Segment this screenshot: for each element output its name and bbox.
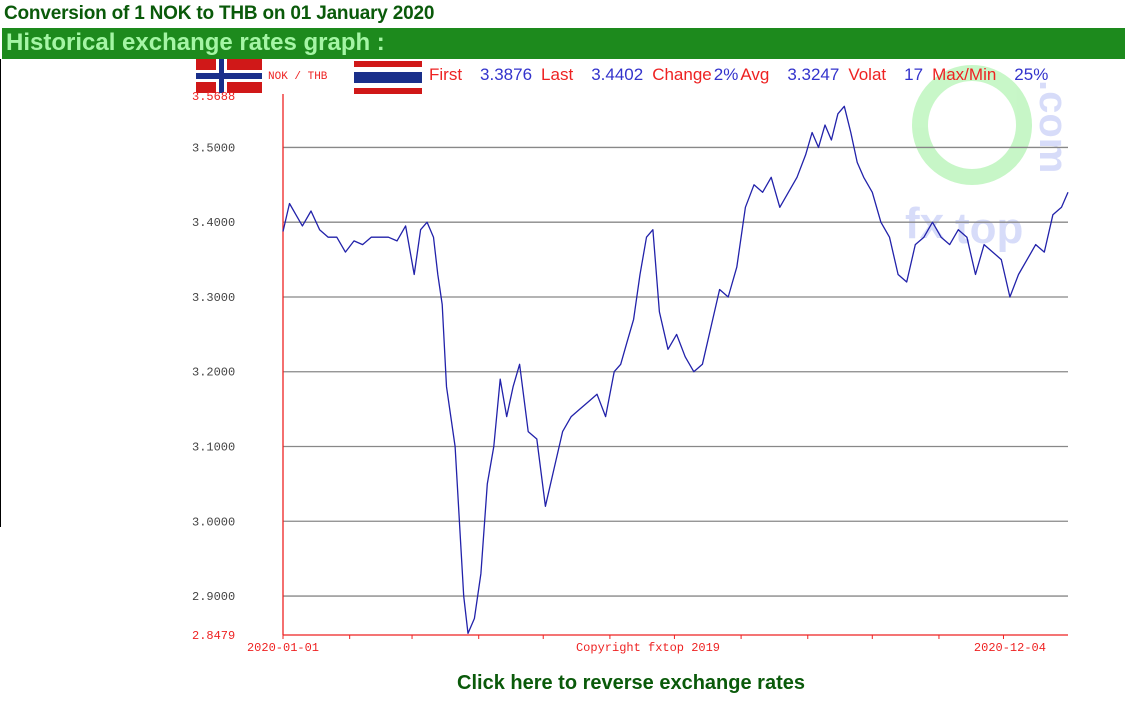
grid xyxy=(283,146,1068,597)
x-tick-label: 2020-01-01 xyxy=(247,641,319,655)
pair-label: NOK / THB xyxy=(268,71,328,83)
y-tick-labels: 3.5688 3.5000 3.4000 3.3000 3.2000 3.1000 3.00… xyxy=(192,90,235,643)
exchange-rate-chart: fx top .com NOK / THB First 3.3876 Last 3.4… xyxy=(192,59,1075,655)
watermark-top-text: top xyxy=(955,204,1023,253)
y-tick-label: 3.5688 xyxy=(192,90,235,104)
norway-flag-icon xyxy=(196,59,262,93)
stat-label: Avg xyxy=(740,65,769,84)
x-tick-label: 2020-12-04 xyxy=(974,641,1046,655)
stat-value: 3.3876 xyxy=(480,65,532,84)
x-tick-labels: 2020-01-01 2020-12-04 Copyright fxtop 2019 xyxy=(247,641,1046,655)
stat-value: 3.3247 xyxy=(787,65,839,84)
y-tick-label: 3.1000 xyxy=(192,441,235,455)
stat-value: 2% xyxy=(714,65,739,84)
stat-label: Max/Min xyxy=(932,65,996,84)
y-tick-label: 3.0000 xyxy=(192,515,235,529)
stat-label: First xyxy=(429,65,462,84)
y-tick-label: 3.5000 xyxy=(192,141,235,155)
legend-header: NOK / THB First 3.3876 Last 3.4402 Change 2% A… xyxy=(196,59,1048,94)
watermark-fx-text: fx xyxy=(905,199,945,248)
y-tick-label: 3.4000 xyxy=(192,216,235,230)
stat-label: Change xyxy=(652,65,712,84)
y-tick-label: 2.9000 xyxy=(192,590,235,604)
page-title: Conversion of 1 NOK to THB on 01 January… xyxy=(4,3,435,24)
series xyxy=(282,105,1069,635)
reverse-rates-link[interactable]: Click here to reverse exchange rates xyxy=(457,672,805,694)
stat-label: Volat xyxy=(848,65,886,84)
left-border xyxy=(0,59,1,527)
stat-value: 25% xyxy=(1014,65,1048,84)
y-tick-label: 3.2000 xyxy=(192,366,235,380)
y-tick-label: 3.3000 xyxy=(192,291,235,305)
stat-value: 17 xyxy=(904,65,923,84)
fxtop-watermark: fx top .com xyxy=(905,65,1075,253)
thailand-flag-icon xyxy=(354,61,422,94)
axes xyxy=(282,94,1068,639)
chart-stats: First 3.3876 Last 3.4402 Change 2% Avg 3.3247 Vo… xyxy=(429,65,1048,84)
series-line xyxy=(282,105,1069,635)
copyright-label: Copyright fxtop 2019 xyxy=(576,641,720,655)
smiley-face-icon xyxy=(912,65,1032,185)
section-header-bar: Historical exchange rates graph : xyxy=(2,28,1125,59)
stat-label: Last xyxy=(541,65,573,84)
stat-value: 3.4402 xyxy=(591,65,643,84)
watermark-com-text: .com xyxy=(1031,80,1075,173)
section-title: Historical exchange rates graph : xyxy=(6,29,385,56)
y-tick-label: 2.8479 xyxy=(192,629,235,643)
